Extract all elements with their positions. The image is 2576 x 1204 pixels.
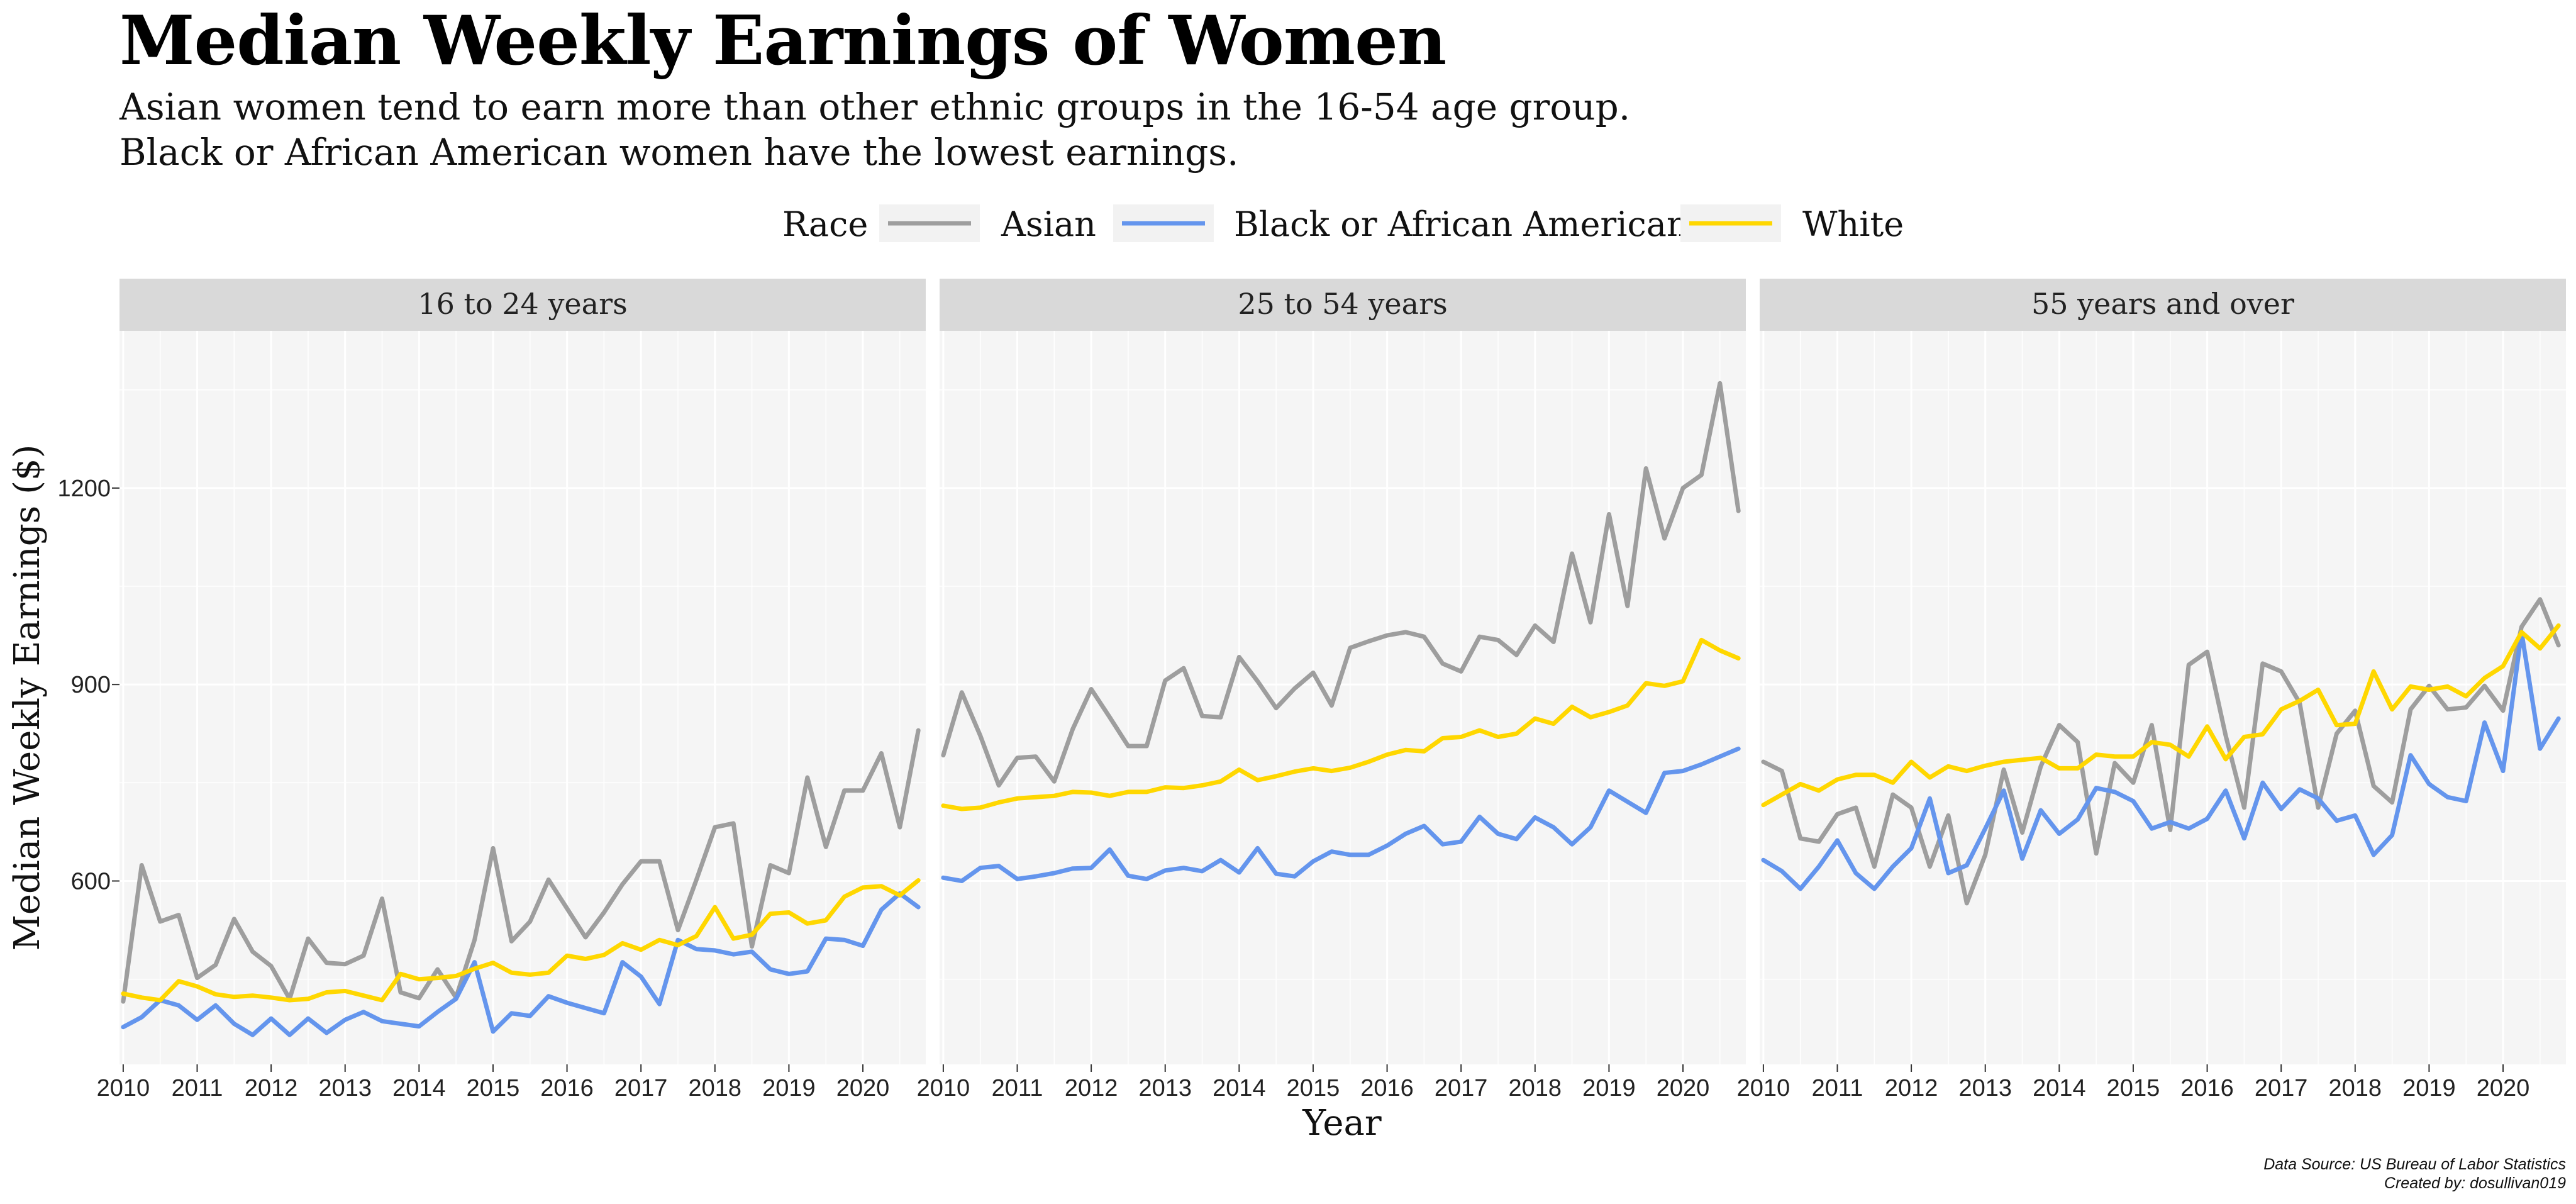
x-tick-label-1-6: 2016 bbox=[1360, 1075, 1414, 1101]
x-tick-label-2-1: 2011 bbox=[1812, 1075, 1863, 1101]
legend-label-0: Asian bbox=[1001, 204, 1096, 244]
facet-title-0: 16 to 24 years bbox=[418, 287, 627, 321]
x-tick-label-0-5: 2015 bbox=[467, 1075, 520, 1101]
x-tick-label-0-7: 2017 bbox=[614, 1075, 668, 1101]
series-line-0-1 bbox=[121, 891, 921, 1037]
facet-title-1: 25 to 54 years bbox=[1238, 287, 1447, 321]
subtitle-line-1: Asian women tend to earn more than other… bbox=[119, 86, 1631, 128]
series-line-2-1 bbox=[1761, 630, 2561, 891]
series-line-1-1 bbox=[941, 746, 1741, 883]
chart-title: Median Weekly Earnings of Women bbox=[119, 1, 1446, 81]
x-tick-label-1-8: 2018 bbox=[1509, 1075, 1562, 1101]
x-tick-label-0-8: 2018 bbox=[689, 1075, 742, 1101]
x-tick-label-2-6: 2016 bbox=[2180, 1075, 2234, 1101]
x-tick-label-2-9: 2019 bbox=[2402, 1075, 2456, 1101]
series-line-0-0 bbox=[121, 728, 921, 1004]
x-tick-label-0-3: 2013 bbox=[318, 1075, 372, 1101]
x-tick-label-2-8: 2018 bbox=[2329, 1075, 2382, 1101]
x-tick-label-1-2: 2012 bbox=[1065, 1075, 1118, 1101]
caption-credit: Created by: dosullivan019 bbox=[2384, 1174, 2566, 1192]
x-tick-label-0-4: 2014 bbox=[392, 1075, 446, 1101]
x-tick-label-0-0: 2010 bbox=[97, 1075, 150, 1101]
caption-source: Data Source: US Bureau of Labor Statisti… bbox=[2263, 1156, 2566, 1173]
x-tick-label-2-2: 2012 bbox=[1885, 1075, 1938, 1101]
panel-background-0 bbox=[119, 331, 926, 1064]
chart-subtitle: Asian women tend to earn more than other… bbox=[119, 84, 1630, 175]
legend-label-1: Black or African American bbox=[1234, 204, 1689, 244]
series-line-0-2 bbox=[121, 878, 921, 1003]
facet-title-2: 55 years and over bbox=[2031, 287, 2294, 321]
y-tick-label-1: 900 bbox=[71, 672, 111, 698]
x-tick-label-0-6: 2016 bbox=[540, 1075, 594, 1101]
x-tick-label-2-7: 2017 bbox=[2255, 1075, 2308, 1101]
x-tick-label-2-5: 2015 bbox=[2107, 1075, 2160, 1101]
x-axis-title: Year bbox=[1302, 1103, 1382, 1144]
x-tick-label-2-0: 2010 bbox=[1737, 1075, 1790, 1101]
y-tick-label-2: 1200 bbox=[57, 476, 111, 502]
legend-label-2: White bbox=[1802, 204, 1904, 244]
x-tick-label-1-4: 2014 bbox=[1213, 1075, 1266, 1101]
x-tick-label-1-0: 2010 bbox=[917, 1075, 970, 1101]
x-tick-label-0-2: 2012 bbox=[245, 1075, 298, 1101]
x-tick-label-1-9: 2019 bbox=[1582, 1075, 1636, 1101]
x-tick-label-1-3: 2013 bbox=[1138, 1075, 1192, 1101]
facet-strip-2 bbox=[1760, 279, 2566, 331]
series-line-1-2 bbox=[941, 637, 1741, 811]
facet-strip-1 bbox=[940, 279, 1746, 331]
x-tick-label-0-9: 2019 bbox=[762, 1075, 816, 1101]
facet-strip-0 bbox=[119, 279, 926, 331]
subtitle-line-2: Black or African American women have the… bbox=[119, 131, 1239, 174]
series-line-2-2 bbox=[1761, 623, 2561, 808]
x-tick-label-1-7: 2017 bbox=[1435, 1075, 1488, 1101]
x-tick-label-2-10: 2020 bbox=[2477, 1075, 2530, 1101]
series-line-1-0 bbox=[941, 381, 1741, 788]
x-tick-label-2-3: 2013 bbox=[1958, 1075, 2012, 1101]
x-tick-label-1-10: 2020 bbox=[1657, 1075, 1710, 1101]
legend-title: Race bbox=[782, 204, 868, 244]
panel-background-2 bbox=[1760, 331, 2566, 1064]
chart-caption: Data Source: US Bureau of Labor Statisti… bbox=[2263, 1155, 2566, 1193]
x-tick-label-2-4: 2014 bbox=[2033, 1075, 2086, 1101]
x-tick-label-0-1: 2011 bbox=[172, 1075, 223, 1101]
x-tick-label-0-10: 2020 bbox=[836, 1075, 890, 1101]
y-tick-label-0: 600 bbox=[71, 869, 111, 895]
panel-background-1 bbox=[940, 331, 1746, 1064]
x-tick-label-1-5: 2015 bbox=[1287, 1075, 1340, 1101]
x-tick-label-1-1: 2011 bbox=[992, 1075, 1043, 1101]
y-axis-title: Median Weekly Earnings ($) bbox=[7, 445, 48, 951]
